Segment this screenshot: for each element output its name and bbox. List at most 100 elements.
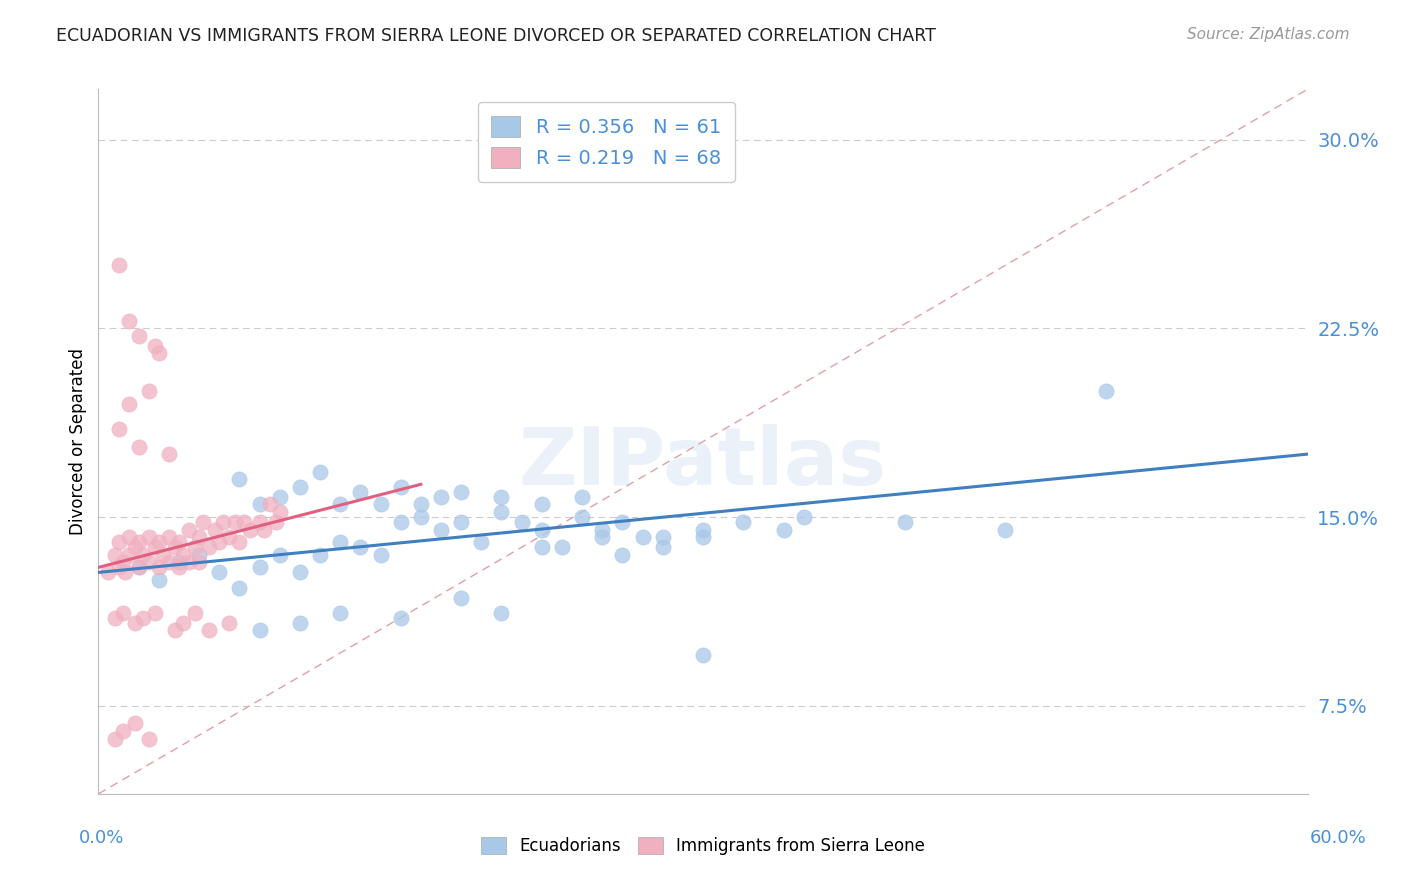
Y-axis label: Divorced or Separated: Divorced or Separated bbox=[69, 348, 87, 535]
Point bbox=[232, 515, 254, 529]
Point bbox=[138, 384, 160, 399]
Point bbox=[188, 530, 211, 544]
Point bbox=[163, 540, 186, 554]
Point bbox=[253, 523, 276, 537]
Point bbox=[103, 731, 125, 746]
Point bbox=[124, 716, 146, 731]
Point bbox=[430, 523, 453, 537]
Text: ZIPatlas: ZIPatlas bbox=[519, 424, 887, 501]
Point bbox=[259, 498, 281, 512]
Text: Source: ZipAtlas.com: Source: ZipAtlas.com bbox=[1187, 27, 1350, 42]
Point bbox=[389, 480, 412, 494]
Point bbox=[571, 510, 593, 524]
Point bbox=[184, 540, 207, 554]
Point bbox=[269, 548, 291, 562]
Point bbox=[124, 540, 146, 554]
Point bbox=[249, 515, 271, 529]
Point bbox=[349, 484, 371, 499]
Legend: Ecuadorians, Immigrants from Sierra Leone: Ecuadorians, Immigrants from Sierra Leon… bbox=[474, 830, 932, 862]
Point bbox=[329, 606, 352, 620]
Point bbox=[124, 615, 146, 630]
Point bbox=[111, 606, 134, 620]
Point bbox=[198, 624, 221, 638]
Point bbox=[793, 510, 815, 524]
Point bbox=[389, 611, 412, 625]
Point bbox=[430, 490, 453, 504]
Point bbox=[188, 548, 211, 562]
Point bbox=[450, 515, 472, 529]
Point bbox=[772, 523, 794, 537]
Point bbox=[239, 523, 262, 537]
Point bbox=[111, 723, 134, 738]
Point bbox=[157, 530, 180, 544]
Point bbox=[143, 540, 166, 554]
Point bbox=[264, 515, 287, 529]
Point bbox=[138, 530, 160, 544]
Point bbox=[612, 515, 634, 529]
Point bbox=[571, 490, 593, 504]
Point bbox=[288, 615, 311, 630]
Point bbox=[470, 535, 492, 549]
Point bbox=[530, 523, 553, 537]
Point bbox=[349, 540, 371, 554]
Point bbox=[249, 560, 271, 574]
Point bbox=[692, 530, 714, 544]
Point bbox=[269, 490, 291, 504]
Point bbox=[97, 566, 120, 580]
Point bbox=[167, 560, 190, 574]
Point bbox=[208, 535, 231, 549]
Point bbox=[157, 555, 180, 569]
Point bbox=[591, 530, 613, 544]
Point bbox=[591, 523, 613, 537]
Point bbox=[138, 731, 160, 746]
Point bbox=[184, 606, 207, 620]
Point bbox=[491, 606, 513, 620]
Point bbox=[224, 515, 246, 529]
Point bbox=[148, 573, 170, 587]
Point bbox=[143, 606, 166, 620]
Point bbox=[152, 548, 174, 562]
Point bbox=[228, 581, 250, 595]
Point bbox=[329, 535, 352, 549]
Point bbox=[409, 510, 432, 524]
Point bbox=[288, 480, 311, 494]
Point bbox=[167, 555, 190, 569]
Point bbox=[193, 515, 215, 529]
Point bbox=[118, 397, 141, 411]
Point bbox=[692, 648, 714, 663]
Point bbox=[107, 259, 129, 273]
Point bbox=[994, 523, 1017, 537]
Point bbox=[510, 515, 533, 529]
Point bbox=[148, 535, 170, 549]
Point bbox=[128, 328, 150, 343]
Point bbox=[309, 465, 332, 479]
Point bbox=[148, 560, 170, 574]
Point bbox=[114, 566, 136, 580]
Text: 0.0%: 0.0% bbox=[79, 829, 124, 847]
Point bbox=[179, 523, 201, 537]
Point bbox=[450, 484, 472, 499]
Point bbox=[163, 624, 186, 638]
Point bbox=[288, 566, 311, 580]
Point bbox=[179, 555, 201, 569]
Point bbox=[172, 615, 194, 630]
Point bbox=[551, 540, 574, 554]
Point bbox=[309, 548, 332, 562]
Point bbox=[733, 515, 755, 529]
Point bbox=[132, 548, 155, 562]
Point bbox=[651, 530, 673, 544]
Point bbox=[370, 498, 392, 512]
Point bbox=[157, 447, 180, 461]
Point bbox=[409, 498, 432, 512]
Point bbox=[450, 591, 472, 605]
Point bbox=[148, 346, 170, 360]
Point bbox=[249, 498, 271, 512]
Point bbox=[167, 535, 190, 549]
Point bbox=[128, 560, 150, 574]
Point bbox=[128, 535, 150, 549]
Point bbox=[107, 422, 129, 436]
Point bbox=[530, 540, 553, 554]
Point bbox=[218, 615, 240, 630]
Point bbox=[651, 540, 673, 554]
Point bbox=[612, 548, 634, 562]
